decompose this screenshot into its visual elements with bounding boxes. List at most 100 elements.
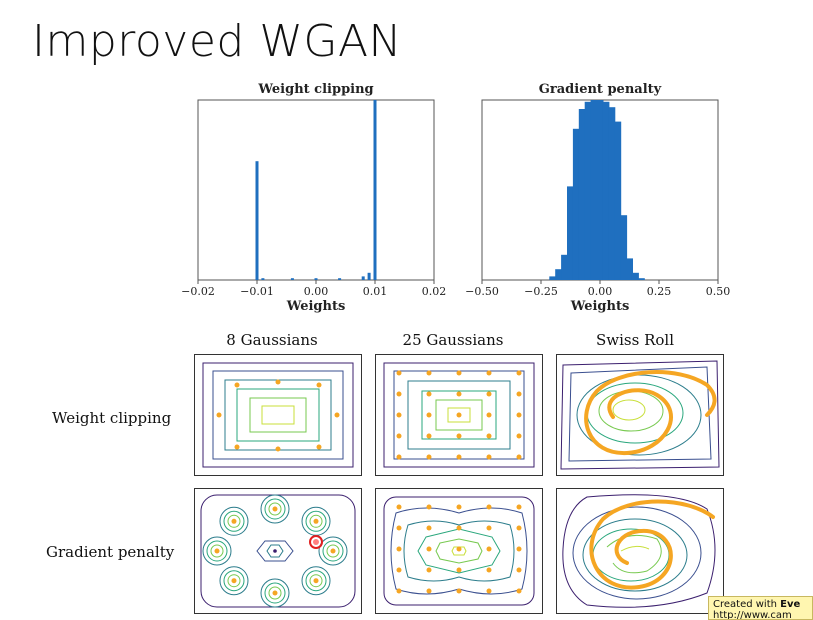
- histogram-bar: [374, 100, 377, 280]
- sample-point: [397, 526, 402, 531]
- sample-point: [427, 392, 432, 397]
- column-title-25-gaussians: 25 Gaussians: [373, 331, 533, 349]
- sample-point: [457, 526, 462, 531]
- sample-point: [427, 413, 432, 418]
- sample-point: [517, 371, 522, 376]
- sample-point: [457, 413, 462, 418]
- x-tick-label: 0.00: [588, 285, 613, 298]
- gradient-penalty-histogram: Gradient penalty −0.50 −0.25 0.00 0.25 0.50 We…: [462, 78, 740, 314]
- sample-point: [517, 392, 522, 397]
- sample-point: [397, 392, 402, 397]
- histogram-bar: [315, 278, 318, 280]
- sample-point: [457, 392, 462, 397]
- sample-point: [517, 434, 522, 439]
- gradient-penalty-8-gaussians-plot: [194, 488, 362, 614]
- sample-point: [397, 589, 402, 594]
- x-tick-label: −0.02: [181, 285, 215, 298]
- x-tick-label: −0.25: [524, 285, 558, 298]
- sample-point: [517, 568, 522, 573]
- weight-clipping-25-gaussians-plot: [375, 354, 543, 476]
- sample-point: [215, 549, 220, 554]
- sample-point: [314, 519, 319, 524]
- sample-point: [457, 505, 462, 510]
- sample-point: [397, 505, 402, 510]
- sample-point: [457, 434, 462, 439]
- sample-point: [314, 578, 319, 583]
- row-label-gradient-penalty: Gradient penalty: [46, 543, 174, 561]
- sample-point: [487, 589, 492, 594]
- sample-point: [457, 455, 462, 460]
- sample-point: [397, 568, 402, 573]
- gradient-penalty-swiss-roll-plot: [556, 488, 724, 614]
- sample-point: [427, 526, 432, 531]
- histogram-bar: [368, 273, 371, 280]
- sample-point: [487, 434, 492, 439]
- sample-point: [457, 371, 462, 376]
- histogram-title: Weight clipping: [257, 82, 373, 97]
- sample-point: [487, 526, 492, 531]
- sample-point: [427, 568, 432, 573]
- sample-point: [487, 371, 492, 376]
- watermark-url: http://www.cam: [713, 610, 792, 620]
- weight-clipping-swiss-roll-plot: [556, 354, 724, 476]
- sample-point: [457, 547, 462, 552]
- histogram-bar: [291, 278, 294, 280]
- sample-point: [517, 526, 522, 531]
- column-title-swiss-roll: Swiss Roll: [555, 331, 715, 349]
- weight-clipping-8-gaussians-plot: [194, 354, 362, 476]
- sample-point: [397, 547, 402, 552]
- sample-point: [517, 547, 522, 552]
- weight-clipping-histogram: Weight clipping −0.02 −0.01 0.00 0.01 0.02 Wei…: [178, 78, 450, 314]
- sample-point: [427, 371, 432, 376]
- sample-point: [517, 505, 522, 510]
- histogram-title: Gradient penalty: [539, 82, 662, 97]
- sample-point: [397, 371, 402, 376]
- sample-point: [273, 591, 278, 596]
- histogram-bar: [338, 278, 341, 280]
- sample-point: [457, 589, 462, 594]
- sample-point: [273, 507, 278, 512]
- sample-point: [397, 434, 402, 439]
- sample-point: [231, 519, 236, 524]
- x-axis-label: Weights: [570, 299, 630, 314]
- sample-point: [427, 455, 432, 460]
- histogram-bar: [261, 278, 264, 280]
- sample-point: [487, 568, 492, 573]
- sample-point: [331, 549, 336, 554]
- x-tick-label: 0.50: [706, 285, 731, 298]
- column-title-8-gaussians: 8 Gaussians: [192, 331, 352, 349]
- histogram-bar: [362, 276, 365, 280]
- sample-point: [427, 589, 432, 594]
- sample-point: [487, 413, 492, 418]
- x-tick-label: 0.02: [422, 285, 447, 298]
- watermark-brand: Eve: [780, 599, 800, 610]
- watermark-prefix: Created with: [713, 599, 780, 610]
- histogram-bar: [638, 278, 645, 280]
- slide-title: Improved WGAN: [32, 16, 402, 67]
- row-label-weight-clipping: Weight clipping: [52, 409, 171, 427]
- histogram-bar: [256, 161, 259, 280]
- x-tick-label: −0.01: [240, 285, 274, 298]
- sample-point: [457, 568, 462, 573]
- x-tick-label: 0.25: [647, 285, 672, 298]
- x-tick-label: −0.50: [465, 285, 499, 298]
- sample-point: [231, 578, 236, 583]
- sample-point: [517, 413, 522, 418]
- sample-point: [487, 392, 492, 397]
- sample-point: [397, 413, 402, 418]
- gradient-penalty-25-gaussians-plot: [375, 488, 543, 614]
- sample-point: [487, 547, 492, 552]
- plot-frame: [198, 100, 434, 280]
- x-tick-label: 0.00: [304, 285, 329, 298]
- sample-point: [427, 547, 432, 552]
- x-tick-label: 0.01: [363, 285, 388, 298]
- sample-point: [487, 505, 492, 510]
- watermark-badge[interactable]: Created with Eve http://www.cam: [708, 596, 813, 620]
- sample-point: [517, 455, 522, 460]
- sample-point: [427, 505, 432, 510]
- x-axis-label: Weights: [286, 299, 346, 314]
- sample-point: [517, 589, 522, 594]
- sample-point: [487, 455, 492, 460]
- sample-point: [397, 455, 402, 460]
- sample-point: [427, 434, 432, 439]
